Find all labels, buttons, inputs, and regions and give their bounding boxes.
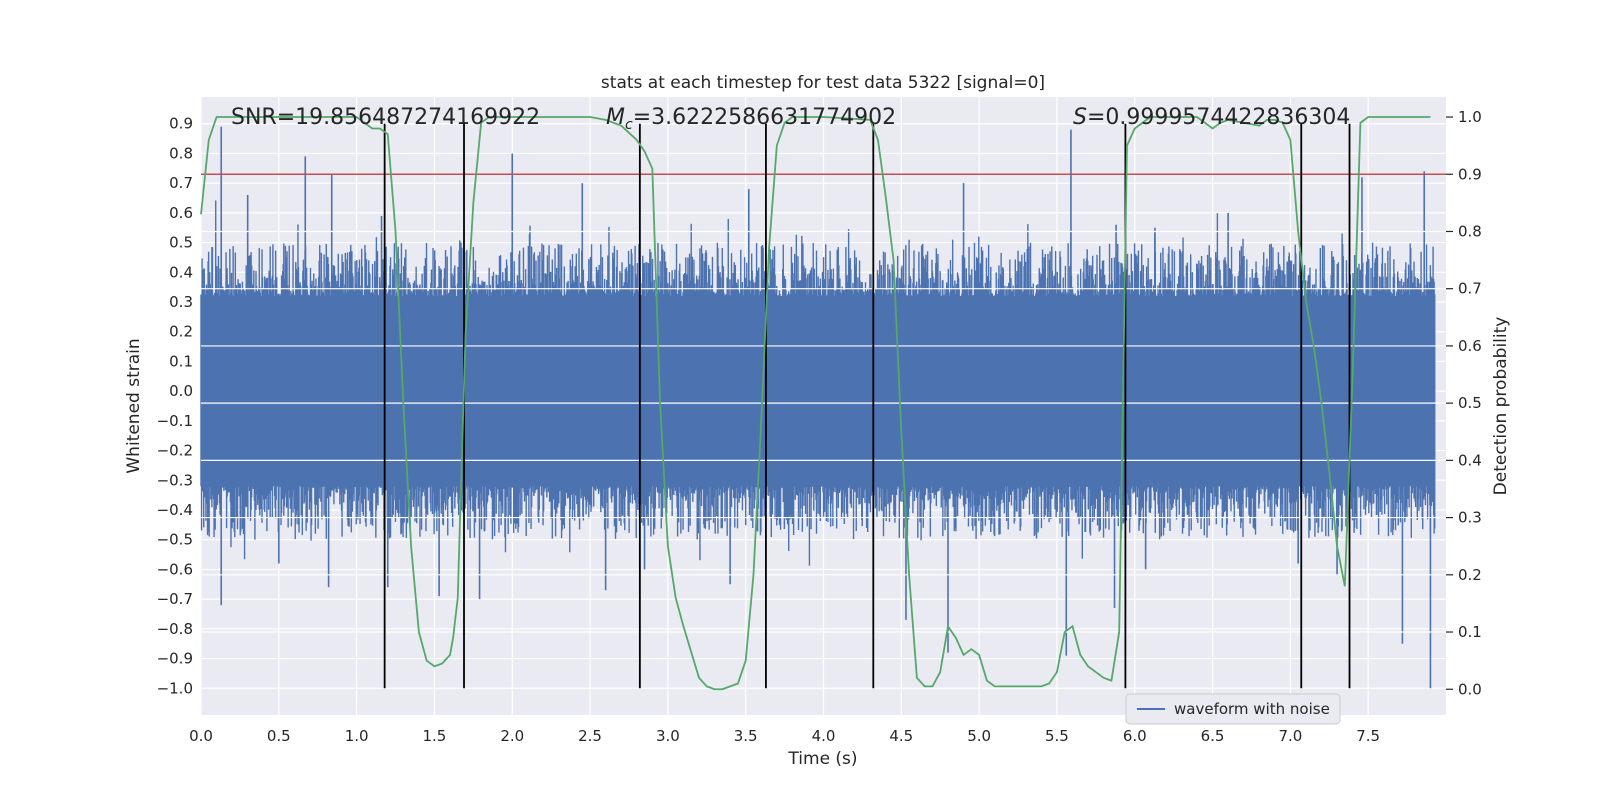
x-axis-label: Time (s): [787, 749, 857, 769]
y-tick-label-12: −0.3: [157, 471, 193, 489]
y-tick-label-4: 0.5: [169, 234, 193, 252]
x-tick-label-5: 2.5: [578, 727, 602, 745]
y-tick-label-1: 0.8: [169, 144, 193, 162]
axes-layer: 0.0 0.5 1.0 1.5 2.0 2.5 3.0 3.5 4.0 4.5 5.0 5.5 6.0 6…: [157, 108, 1482, 745]
y-tick-label-13: −0.4: [157, 501, 193, 519]
y-tick-label-2: 0.7: [169, 174, 193, 192]
mc-symbol: M: [606, 105, 625, 130]
y-tick-label-11: −0.2: [157, 442, 193, 460]
y-tick-label-8: 0.1: [169, 352, 193, 370]
x-tick-label-3: 1.5: [423, 727, 447, 745]
y-tick-label-10: −0.1: [157, 412, 193, 430]
s-value: =0.9999574422836304: [1087, 105, 1350, 130]
x-tick-label-2: 1.0: [345, 727, 369, 745]
y-tick-label-19: −1.0: [157, 679, 193, 697]
x-tick-label-0: 0.0: [189, 727, 213, 745]
y-tick-label-7: 0.2: [169, 323, 193, 341]
y2-axis-label: Detection probability: [1491, 317, 1511, 496]
s-annotation: S=0.9999574422836304: [1073, 105, 1350, 130]
y2-tick-label-0: 1.0: [1458, 108, 1482, 126]
snr-annotation: SNR=19.856487274169922: [231, 105, 540, 130]
y2-tick-label-7: 0.3: [1458, 509, 1482, 527]
y-tick-label-3: 0.6: [169, 204, 193, 222]
y-tick-label-5: 0.4: [169, 263, 193, 281]
mc-annotation: Mc=3.6222586631774902: [606, 105, 896, 133]
y-tick-label-15: −0.6: [157, 560, 193, 578]
x-tick-label-4: 2.0: [500, 727, 524, 745]
y2-tick-label-1: 0.9: [1458, 165, 1482, 183]
y-axis-label: Whitened strain: [124, 338, 144, 473]
x-tick-label-6: 3.0: [656, 727, 680, 745]
y-tick-label-16: −0.7: [157, 590, 193, 608]
y-tick-label-9: 0.0: [169, 382, 193, 400]
y2-tick-label-8: 0.2: [1458, 566, 1482, 584]
plot-layer: [200, 116, 1446, 691]
x-tick-label-14: 7.0: [1278, 727, 1302, 745]
x-tick-label-12: 6.0: [1123, 727, 1147, 745]
y2-tick-label-2: 0.8: [1458, 222, 1482, 240]
x-tick-label-13: 6.5: [1201, 727, 1225, 745]
legend: waveform with noise: [1125, 693, 1341, 725]
x-tick-label-9: 4.5: [889, 727, 913, 745]
x-tick-label-10: 5.0: [967, 727, 991, 745]
y2-tick-label-5: 0.5: [1458, 394, 1482, 412]
x-tick-label-15: 7.5: [1356, 727, 1380, 745]
x-tick-label-1: 0.5: [267, 727, 291, 745]
y2-tick-label-3: 0.7: [1458, 280, 1482, 298]
y-tick-label-17: −0.8: [157, 620, 193, 638]
x-tick-label-11: 5.5: [1045, 727, 1069, 745]
y2-tick-label-10: 0.0: [1458, 680, 1482, 698]
y2-tick-label-6: 0.4: [1458, 451, 1482, 469]
mc-value: =3.6222586631774902: [633, 105, 896, 130]
y-tick-label-18: −0.9: [157, 650, 193, 668]
x-tick-label-8: 4.0: [812, 727, 836, 745]
y2-tick-label-4: 0.6: [1458, 337, 1482, 355]
mc-subscript: c: [625, 117, 633, 133]
chart-title: stats at each timestep for test data 532…: [601, 73, 1045, 93]
detection-probability-line: [200, 116, 1431, 691]
legend-entry-waveform: waveform with noise: [1174, 700, 1330, 718]
y-tick-label-6: 0.3: [169, 293, 193, 311]
legend-box: [1125, 693, 1341, 725]
y-tick-label-0: 0.9: [169, 115, 193, 133]
s-symbol: S: [1073, 105, 1087, 130]
x-tick-label-7: 3.5: [734, 727, 758, 745]
y-tick-label-14: −0.5: [157, 531, 193, 549]
y2-tick-label-9: 0.1: [1458, 623, 1482, 641]
